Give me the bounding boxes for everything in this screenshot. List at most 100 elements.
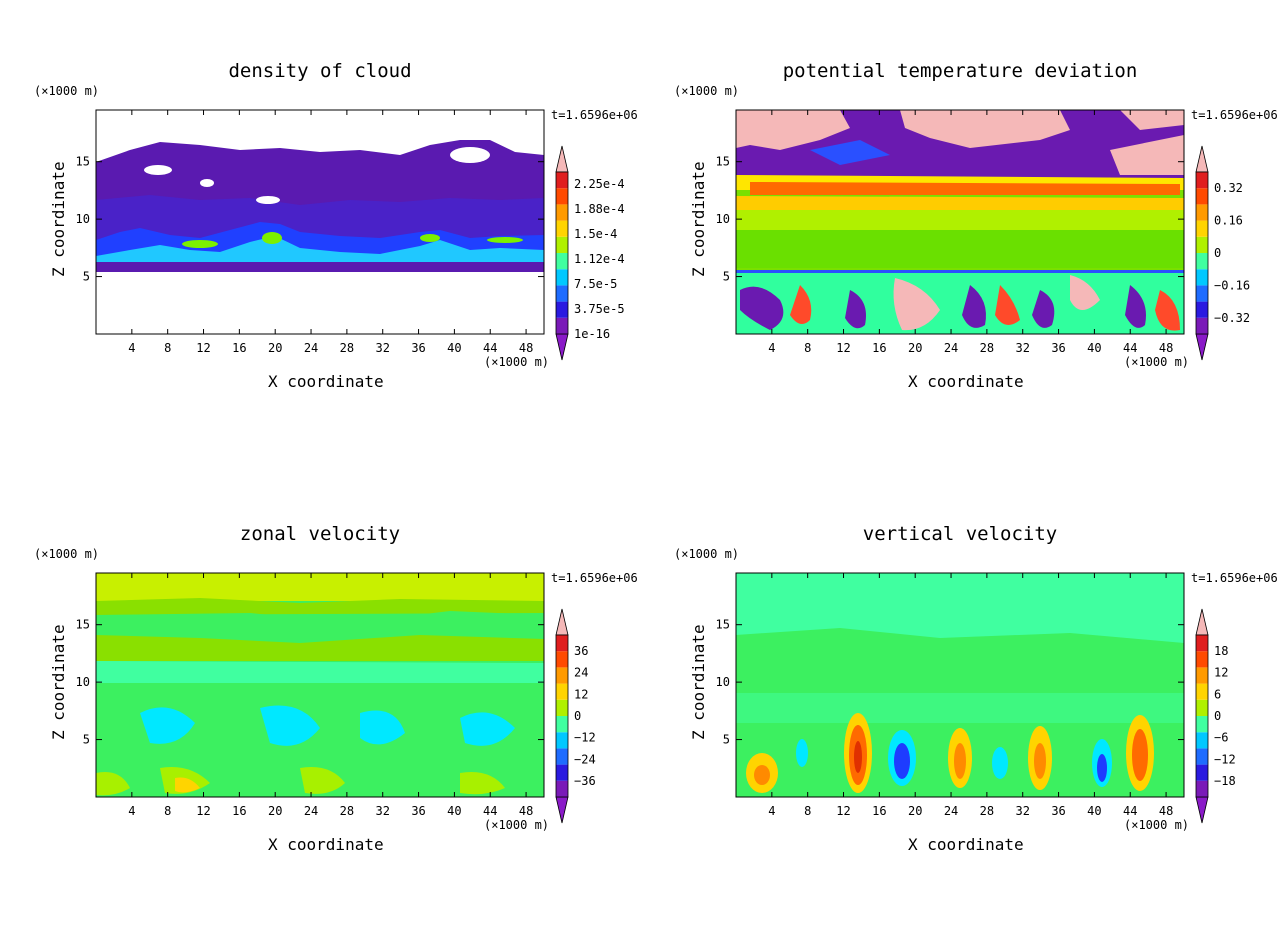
x-tick-label: 36: [411, 341, 425, 355]
y-unit-label: (×1000 m): [34, 84, 100, 98]
colorbar-swatch: [1196, 716, 1208, 733]
time-label: t=1.6596e+06: [551, 108, 638, 122]
x-tick-label: 48: [519, 804, 533, 818]
upper-jet: [96, 573, 544, 601]
y-tick-label: 10: [76, 212, 90, 226]
y-tick-label: 5: [723, 733, 730, 747]
x-tick-label: 32: [375, 341, 389, 355]
colorbar-swatch: [1196, 253, 1208, 270]
time-label: t=1.6596e+06: [551, 571, 638, 585]
colorbar-swatch: [556, 204, 568, 221]
cloud-low-layer: [96, 236, 544, 270]
chart-title: density of cloud: [228, 60, 412, 82]
colorbar-swatch: [1196, 732, 1208, 749]
x-tick-label: 12: [196, 804, 210, 818]
x-unit-label: (×1000 m): [484, 818, 550, 832]
colorbar-swatch: [1196, 683, 1208, 700]
colorbar-label: −12: [1214, 752, 1236, 766]
x-tick-label: 32: [1015, 341, 1029, 355]
chart-title: potential temperature deviation: [782, 60, 1138, 82]
colorbar: −18 −12 −6 0 6 12 18: [1195, 608, 1236, 824]
lower-band: [736, 272, 1184, 334]
x-tick-label: 4: [128, 341, 135, 355]
x-tick-label: 12: [836, 804, 850, 818]
colorbar-swatch: [556, 220, 568, 237]
colorbar-swatch: [1196, 172, 1208, 189]
x-tick-label: 36: [411, 804, 425, 818]
x-tick-label: 20: [268, 804, 282, 818]
x-tick-label: 24: [304, 341, 318, 355]
x-tick-label: 48: [519, 341, 533, 355]
colorbar-swatch: [556, 635, 568, 652]
colorbar-label: −36: [574, 774, 596, 788]
plot-area: [735, 572, 1185, 798]
x-tick-label: 16: [872, 804, 886, 818]
colorbar: −36 −24 −12 0 12 24 36: [555, 608, 596, 824]
x-tick-label: 24: [304, 804, 318, 818]
colorbar-swatch: [556, 269, 568, 286]
x-tick-label: 28: [980, 341, 994, 355]
colorbar-min-arrow: [1195, 796, 1209, 824]
colorbar-max-arrow: [1195, 145, 1209, 173]
y-tick-label: 10: [76, 675, 90, 689]
y-tick-label: 10: [716, 212, 730, 226]
y-unit-label: (×1000 m): [674, 84, 740, 98]
colorbar-label: 12: [574, 687, 588, 701]
colorbar-swatch: [556, 172, 568, 189]
colorbar-min-arrow: [555, 796, 569, 824]
y-tick-label: 5: [83, 733, 90, 747]
colorbar-swatch: [556, 716, 568, 733]
x-tick-label: 36: [1051, 341, 1065, 355]
colorbar-swatch: [556, 683, 568, 700]
colorbar-label: −18: [1214, 774, 1236, 788]
colorbar-label: 0: [1214, 246, 1221, 260]
y-tick-label: 15: [716, 155, 730, 169]
colorbar-min-arrow: [1195, 333, 1209, 361]
x-tick-label: 36: [1051, 804, 1065, 818]
colorbar-label: 36: [574, 644, 588, 658]
x-tick-label: 44: [1123, 341, 1137, 355]
colorbar-swatch: [1196, 301, 1208, 318]
colorbar-label: 1.12e-4: [574, 252, 625, 266]
colorbar-swatch: [556, 301, 568, 318]
colorbar-swatch: [556, 780, 568, 797]
colorbar-swatch: [1196, 188, 1208, 205]
colorbar-min-arrow: [555, 333, 569, 361]
x-axis-label: X coordinate: [908, 372, 1024, 391]
colorbar-swatch: [556, 317, 568, 334]
colorbar-swatch: [1196, 667, 1208, 684]
colorbar-label: 1e-16: [574, 327, 610, 341]
colorbar-swatch: [1196, 748, 1208, 765]
colorbar-swatch: [556, 764, 568, 781]
colorbar-swatch: [556, 732, 568, 749]
x-tick-label: 12: [196, 341, 210, 355]
colorbar-swatch: [1196, 204, 1208, 221]
colorbar-max-arrow: [1195, 608, 1209, 636]
colorbar-max-arrow: [555, 145, 569, 173]
x-tick-label: 24: [944, 804, 958, 818]
colorbar-label: 7.5e-5: [574, 277, 617, 291]
panel-potential-temperature: potential temperature deviation (×1000 m…: [640, 0, 1280, 463]
x-tick-label: 8: [804, 341, 811, 355]
colorbar: −0.32 −0.16 0 0.16 0.32: [1195, 145, 1250, 361]
colorbar-label: −6: [1214, 731, 1228, 745]
colorbar-swatch: [1196, 699, 1208, 716]
colorbar-label: 1.88e-4: [574, 202, 625, 216]
x-tick-label: 48: [1159, 804, 1173, 818]
x-tick-label: 8: [164, 804, 171, 818]
colorbar-label: 2.25e-4: [574, 177, 625, 191]
colorbar-label: −0.32: [1214, 311, 1250, 325]
x-tick-label: 44: [1123, 804, 1137, 818]
y-unit-label: (×1000 m): [674, 547, 740, 561]
colorbar-swatch: [556, 253, 568, 270]
y-unit-label: (×1000 m): [34, 547, 100, 561]
colorbar-swatch: [1196, 764, 1208, 781]
warm-layer: [750, 182, 1180, 195]
time-label: t=1.6596e+06: [1191, 108, 1278, 122]
colorbar-label: −24: [574, 752, 596, 766]
colorbar-swatch: [1196, 317, 1208, 334]
x-tick-label: 20: [268, 341, 282, 355]
